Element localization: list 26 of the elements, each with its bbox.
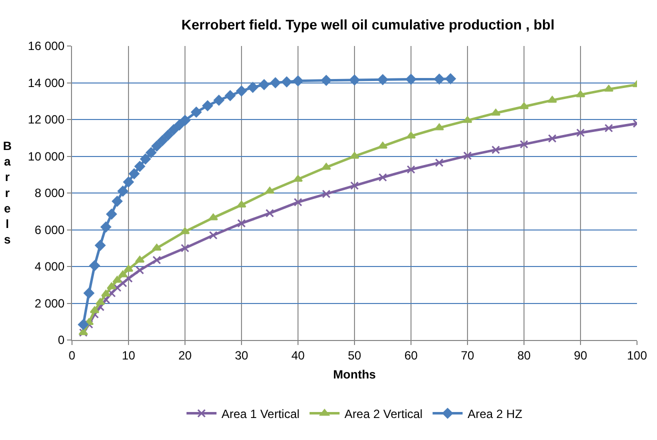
x-tick-label: 80 <box>517 348 531 362</box>
x-tick-label: 20 <box>178 348 192 362</box>
y-tick-label: 6 000 <box>34 222 65 237</box>
y-tick-label: 0 <box>58 333 65 348</box>
y-axis-title: Barrels <box>3 139 12 247</box>
y-tick-label: 8 000 <box>34 186 65 200</box>
y-tick-label: 2 000 <box>34 296 65 310</box>
x-tick-label: 40 <box>291 348 305 362</box>
y-tick-label: 10 000 <box>28 149 65 164</box>
x-tick-label: 60 <box>404 348 418 362</box>
legend-label: Area 2 HZ <box>468 406 522 421</box>
x-tick-label: 10 <box>122 348 136 362</box>
x-tick-label: 50 <box>348 348 362 362</box>
chart-title: Kerrobert field. Type well oil cumulative production , bbl <box>181 16 554 33</box>
y-tick-label: 12 000 <box>28 112 65 127</box>
x-tick-label: 70 <box>460 348 474 362</box>
x-tick-label: 30 <box>234 348 248 362</box>
x-axis-title: Months <box>333 367 376 382</box>
y-tick-label: 16 000 <box>28 39 65 54</box>
x-tick-label: 100 <box>626 348 648 362</box>
x-tick-label: 0 <box>68 348 76 362</box>
y-tick-label: 4 000 <box>34 260 65 274</box>
legend-label: Area 2 Vertical <box>344 406 423 421</box>
legend-label: Area 1 Vertical <box>222 406 300 421</box>
x-tick-label: 90 <box>574 348 588 362</box>
y-tick-label: 14 000 <box>28 76 65 90</box>
